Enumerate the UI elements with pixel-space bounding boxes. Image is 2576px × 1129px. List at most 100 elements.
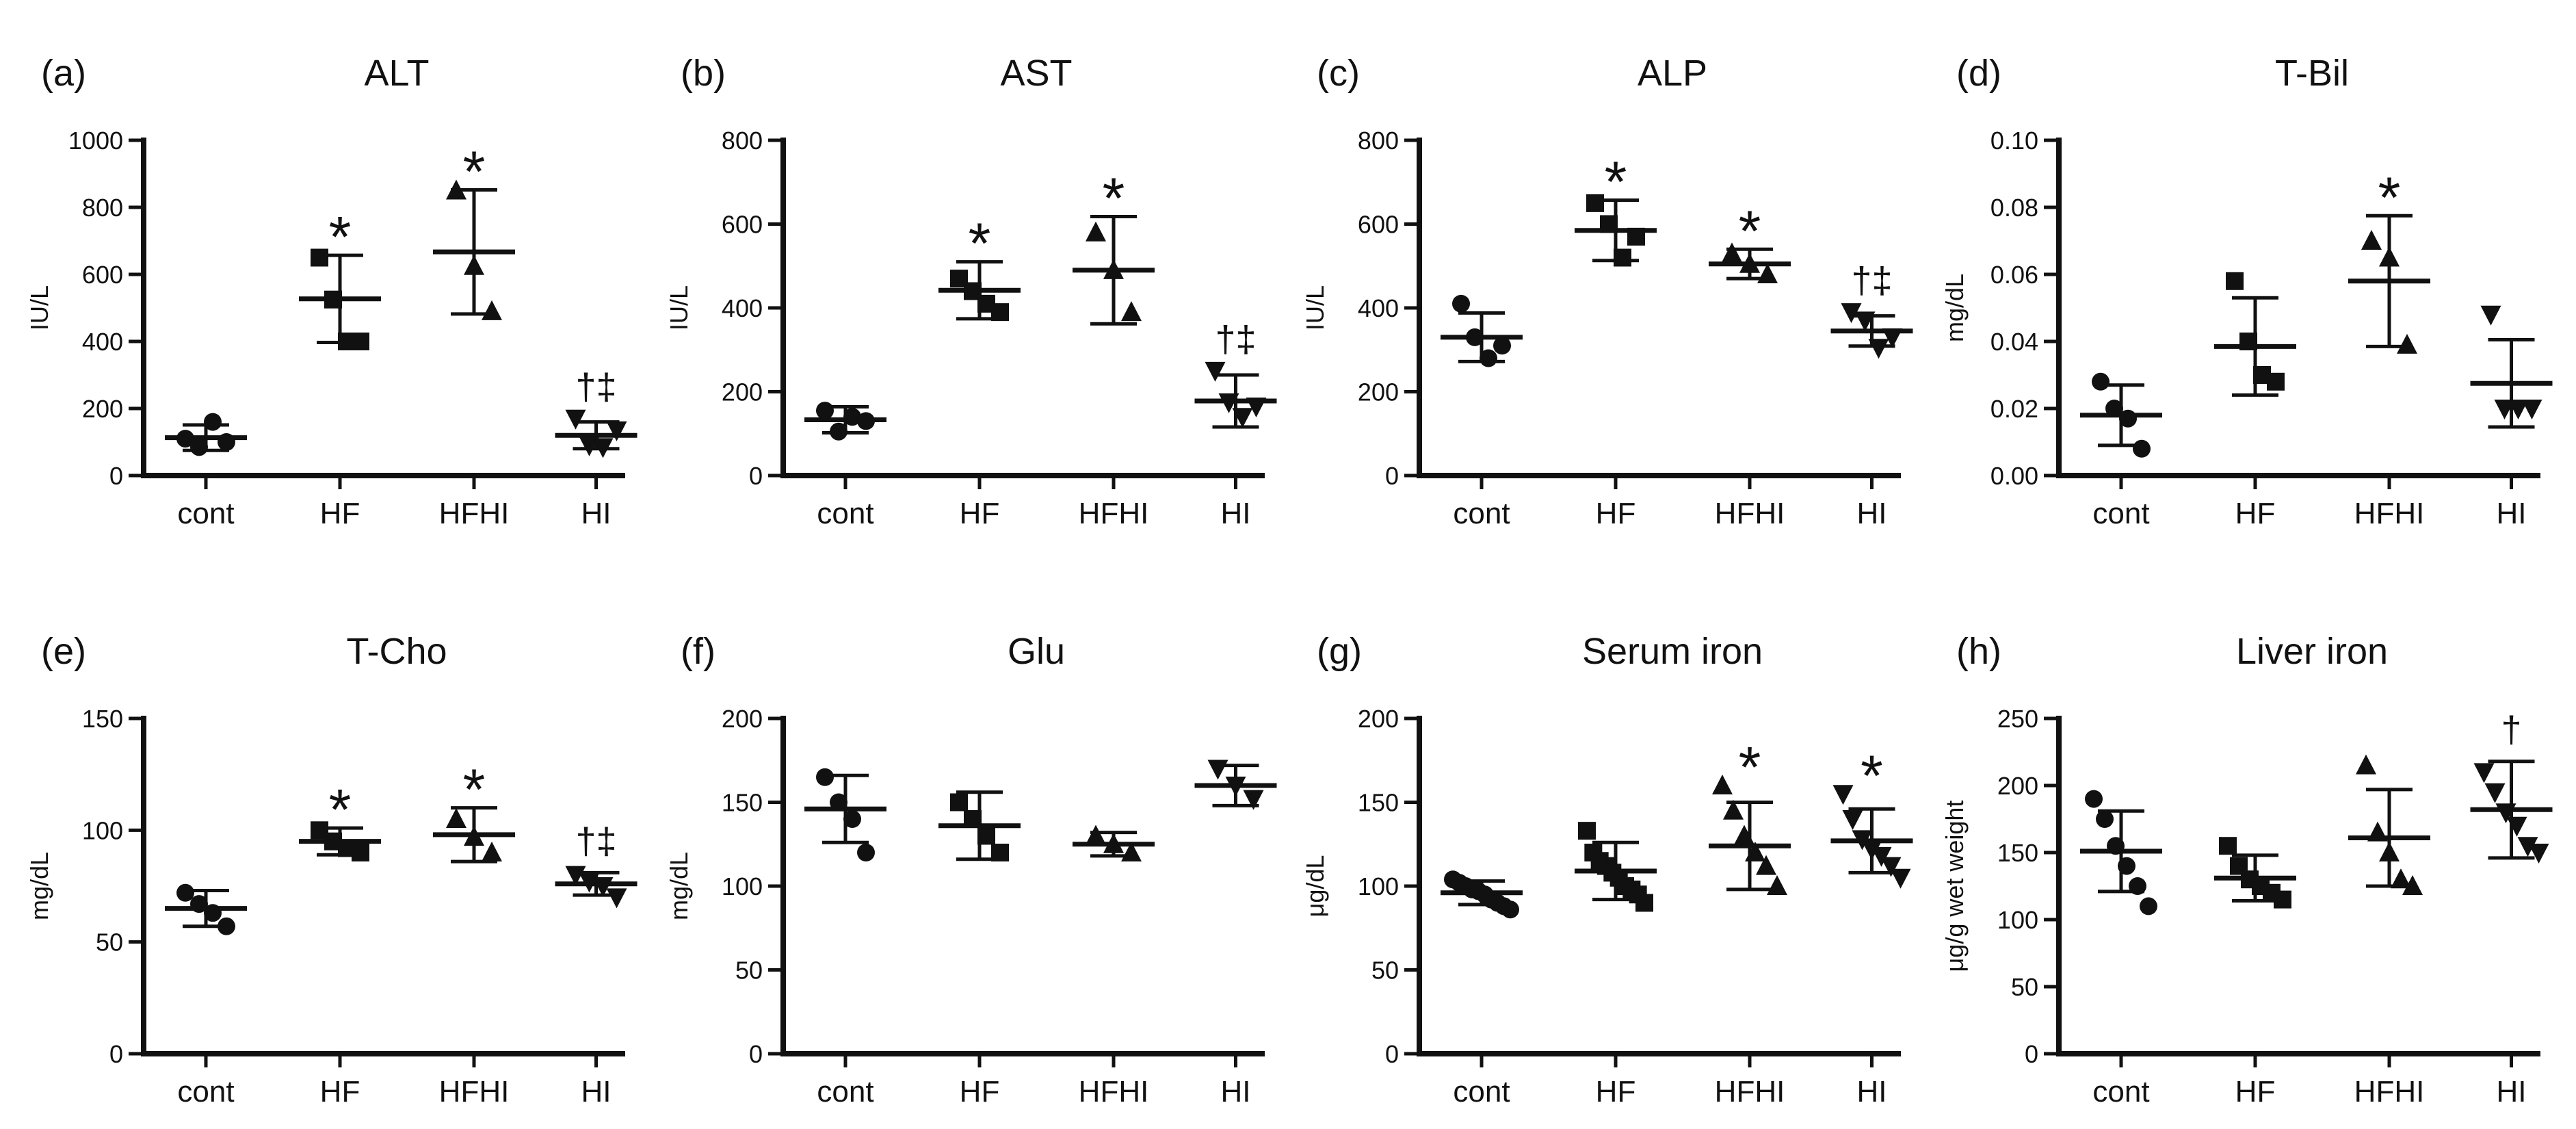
- square-data-point: [352, 844, 369, 861]
- tri-down-data-point: [565, 866, 586, 886]
- tri-down-data-point: [1243, 790, 1264, 810]
- square-data-point: [2239, 333, 2257, 350]
- y-tick-label: 0: [109, 1040, 123, 1068]
- circle-data-point: [1452, 294, 1470, 313]
- y-tick-label: 50: [96, 929, 123, 957]
- y-tick-label: 0: [749, 1040, 763, 1068]
- square-data-point: [1635, 894, 1653, 912]
- circle-data-point: [218, 433, 235, 451]
- significance-mark: *: [329, 777, 352, 842]
- panel-label: (h): [1956, 631, 2001, 672]
- triangle-data-point: [482, 300, 502, 320]
- chart-title: AST: [1000, 53, 1072, 94]
- x-tick-label: HI: [2497, 497, 2527, 530]
- square-data-point: [1614, 248, 1631, 267]
- triangle-data-point: [1756, 855, 1776, 875]
- x-tick-label: HF: [2235, 497, 2276, 530]
- tri-down-data-point: [2480, 305, 2501, 326]
- circle-data-point: [816, 402, 834, 420]
- y-tick-label: 800: [1358, 127, 1399, 155]
- panel-label: (a): [41, 53, 86, 94]
- chart-panel-d: (d) T-Bil 0.00 0.02 0.04 0.06 0.08 0.10 mg/dL con…: [1941, 53, 2553, 530]
- y-tick-label: 200: [1358, 705, 1399, 733]
- x-tick-label: HI: [1221, 497, 1251, 530]
- y-tick-label: 150: [722, 789, 763, 817]
- tri-down-data-point: [2517, 837, 2538, 857]
- significance-mark: *: [1103, 166, 1125, 230]
- significance-mark: *: [1605, 150, 1627, 214]
- chart-title: ALP: [1638, 53, 1707, 94]
- triangle-data-point: [2367, 821, 2388, 842]
- x-tick-label: cont: [1453, 1075, 1510, 1108]
- square-data-point: [991, 303, 1009, 322]
- triangle-data-point: [2402, 875, 2423, 895]
- tri-down-data-point: [1890, 868, 1911, 889]
- y-axis-label: mg/dL: [665, 852, 693, 920]
- tri-down-data-point: [1232, 408, 1253, 428]
- tri-down-data-point: [592, 438, 614, 458]
- circle-data-point: [2118, 857, 2135, 875]
- chart-title: Liver iron: [2236, 631, 2388, 672]
- significance-mark: †‡: [1851, 260, 1892, 301]
- circle-data-point: [204, 413, 222, 431]
- y-tick-label: 200: [1358, 378, 1399, 406]
- square-data-point: [977, 827, 995, 845]
- triangle-data-point: [1723, 799, 1744, 820]
- square-data-point: [311, 248, 328, 267]
- panel-label: (b): [681, 53, 726, 94]
- tri-down-data-point: [1842, 810, 1863, 830]
- circle-data-point: [2140, 897, 2157, 916]
- circle-data-point: [857, 844, 875, 861]
- triangle-data-point: [482, 842, 502, 861]
- x-tick-label: HFHI: [439, 1075, 510, 1108]
- circle-data-point: [2133, 439, 2151, 458]
- tri-down-data-point: [1852, 830, 1873, 851]
- circle-data-point: [830, 793, 847, 812]
- tri-down-data-point: [1882, 328, 1903, 348]
- tri-down-data-point: [1218, 393, 1239, 413]
- tri-down-data-point: [1841, 303, 1862, 324]
- circle-data-point: [190, 438, 208, 456]
- circle-data-point: [2105, 400, 2123, 417]
- y-axis-label: mg/dL: [1941, 274, 1969, 342]
- square-data-point: [991, 844, 1009, 861]
- tri-down-data-point: [2506, 816, 2527, 837]
- y-axis-label: μg/dL: [1301, 855, 1329, 918]
- chart-panel-f: (f) Glu 0 50 100 150 200 mg/dL cont HF HFHI HI: [665, 631, 1277, 1108]
- y-tick-label: 0.02: [1990, 395, 2038, 423]
- square-data-point: [2267, 372, 2285, 391]
- chart-panel-g: (g) Serum iron 0 50 100 150 200 μg/dL cont HF HFHI…: [1301, 631, 1913, 1108]
- y-tick-label: 400: [1358, 294, 1399, 322]
- x-tick-label: HI: [1857, 1075, 1887, 1108]
- tri-down-data-point: [1854, 311, 1876, 332]
- triangle-data-point: [1103, 259, 1124, 279]
- square-data-point: [324, 290, 342, 309]
- triangle-data-point: [2379, 842, 2400, 861]
- y-tick-label: 600: [82, 261, 123, 289]
- circle-data-point: [830, 422, 847, 441]
- y-tick-label: 150: [82, 705, 123, 733]
- y-tick-label: 150: [1997, 839, 2038, 867]
- x-tick-label: HF: [320, 1075, 360, 1108]
- tri-down-data-point: [1246, 397, 1267, 417]
- significance-mark: *: [463, 757, 486, 822]
- circle-data-point: [190, 895, 208, 913]
- x-tick-label: cont: [817, 1075, 873, 1108]
- square-data-point: [2274, 890, 2291, 909]
- y-tick-label: 600: [1358, 211, 1399, 239]
- x-tick-label: HFHI: [2354, 497, 2425, 530]
- tri-down-data-point: [1868, 339, 1889, 359]
- panel-label: (f): [681, 631, 715, 672]
- x-tick-label: HI: [2497, 1075, 2527, 1108]
- triangle-data-point: [2397, 333, 2417, 354]
- y-axis-label: mg/dL: [25, 852, 53, 920]
- y-tick-label: 0: [1385, 1040, 1399, 1068]
- x-tick-label: HI: [1857, 497, 1887, 530]
- chart-title: ALT: [364, 53, 429, 94]
- circle-data-point: [843, 810, 861, 828]
- tri-down-data-point: [2521, 400, 2542, 419]
- significance-mark: *: [463, 140, 486, 204]
- tri-down-data-point: [2495, 803, 2516, 824]
- triangle-data-point: [1086, 825, 1106, 845]
- y-tick-label: 50: [2011, 973, 2038, 1001]
